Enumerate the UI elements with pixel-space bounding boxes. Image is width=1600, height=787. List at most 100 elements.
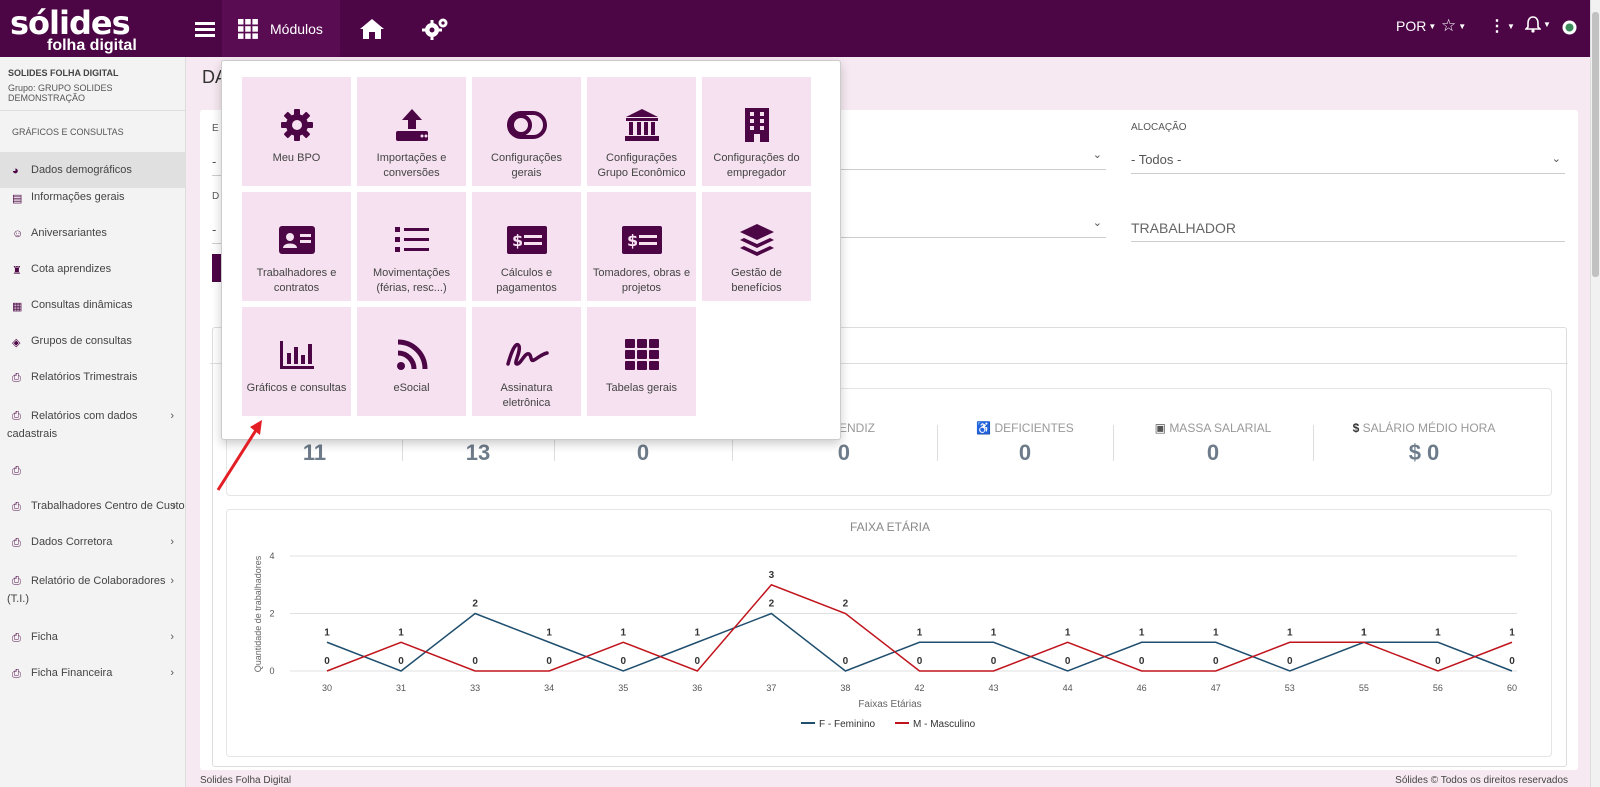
x-tick-label: 44 <box>1063 683 1073 693</box>
stat-card: ▣ MASSA SALARIAL 0 <box>1113 389 1313 497</box>
module-configuracoes-gerais[interactable]: Configurações gerais <box>472 77 581 186</box>
stat-label-text: SALÁRIO MÉDIO HORA <box>1362 421 1496 435</box>
sidebar-item-print[interactable]: ⎙ <box>0 464 186 478</box>
module-tomadores-obras-projetos[interactable]: $ Tomadores, obras e projetos <box>587 192 696 301</box>
sidebar-item-consultas-dinamicas[interactable]: ▦ Consultas dinâmicas <box>0 299 186 313</box>
x-tick-label: 42 <box>914 683 924 693</box>
layers-icon <box>739 224 774 256</box>
module-importacoes[interactable]: Importações e conversões <box>357 77 466 186</box>
sidebar-item-ficha[interactable]: ⎙ Ficha › <box>0 631 186 645</box>
scrollbar-thumb[interactable] <box>1592 12 1599 277</box>
module-movimentacoes[interactable]: Movimentações (férias, resc...) <box>357 192 466 301</box>
money-card-icon: $ <box>621 226 662 254</box>
settings-button[interactable] <box>421 14 451 44</box>
menu-toggle-button[interactable] <box>190 14 220 44</box>
group-name: Grupo: GRUPO SOLIDES DEMONSTRAÇÃO <box>8 83 113 103</box>
sidebar-item-relatorios-trimestrais[interactable]: ⎙ Relatórios Trimestrais <box>0 371 186 385</box>
dollar-icon: $ <box>1352 421 1360 435</box>
stat-value: 11 <box>302 440 327 465</box>
stat-value: 0 <box>1206 440 1220 465</box>
printer-icon: ⎙ <box>12 500 21 513</box>
sidebar-item-dados-corretora[interactable]: ⎙ Dados Corretora › <box>0 536 186 550</box>
logo[interactable]: sólides folha digital <box>10 4 160 54</box>
caret-down-icon: ▼ <box>1458 21 1467 31</box>
stat-label-text: DEFICIENTES <box>994 421 1074 435</box>
modules-button[interactable]: Módulos <box>222 0 340 57</box>
search-button-partial[interactable] <box>212 254 222 282</box>
module-label: Configurações gerais <box>491 152 562 179</box>
sidebar-item-label: Relatórios Trimestrais <box>31 371 138 383</box>
sidebar-item-label: Ficha Financeira <box>31 667 113 679</box>
module-meu-bpo[interactable]: Meu BPO <box>242 77 351 186</box>
data-label: 1 <box>695 627 701 638</box>
chevron-right-icon: › <box>170 667 174 679</box>
module-esocial[interactable]: eSocial <box>357 307 466 416</box>
data-label: 0 <box>1435 656 1441 667</box>
legend-label: M - Masculino <box>913 719 976 730</box>
notifications-button[interactable]: ▼ <box>1525 16 1551 33</box>
middle-select-1[interactable]: ⌄ <box>840 142 1106 170</box>
sidebar-item-label-continued: (T.I.) <box>7 593 29 605</box>
sidebar-item-cota-aprendizes[interactable]: ♜ Cota aprendizes <box>0 263 186 277</box>
money-icon: ▣ <box>1154 421 1166 435</box>
vertical-scrollbar[interactable] <box>1590 0 1600 787</box>
sidebar-item-ficha-financeira[interactable]: ⎙ Ficha Financeira › <box>0 667 186 681</box>
stat-card: 13 <box>402 389 554 497</box>
sidebar-item-trabalhadores-centro-de-custo[interactable]: ⎙ Trabalhadores Centro de Custo › <box>0 500 186 514</box>
filter-label-empresa: E <box>212 123 219 134</box>
stat-card: $ SALÁRIO MÉDIO HORA $ 0 <box>1313 389 1535 497</box>
module-label: Movimentações (férias, resc...) <box>372 267 451 294</box>
data-label: 2 <box>472 599 478 610</box>
sidebar-item-informacoes-gerais[interactable]: ▤ Informações gerais <box>0 191 186 205</box>
empresa-select-partial[interactable]: - <box>212 148 222 176</box>
module-trabalhadores-contratos[interactable]: Trabalhadores e contratos <box>242 192 351 301</box>
data-label: 1 <box>1509 627 1515 638</box>
module-configuracoes-grupo-economico[interactable]: Configurações Grupo Econômico <box>587 77 696 186</box>
stat-divider <box>554 425 555 461</box>
wheelchair-icon: ♿ <box>976 421 992 435</box>
module-assinatura-eletronica[interactable]: Assinatura eletrônica <box>472 307 581 416</box>
results-panel-body <box>210 363 1568 767</box>
chevron-down-icon: ⌄ <box>1092 217 1102 229</box>
sidebar-item-dados-demograficos[interactable]: ◕ Dados demográficos <box>0 152 186 188</box>
sidebar-item-aniversariantes[interactable]: ☺ Aniversariantes <box>0 227 186 241</box>
stat-value: 0 <box>636 440 650 465</box>
sidebar-item-grupos-de-consultas[interactable]: ◈ Grupos de consultas <box>0 335 186 349</box>
module-calculos-pagamentos[interactable]: $ Cálculos e pagamentos <box>472 192 581 301</box>
gears-icon <box>422 18 448 40</box>
data-label: 1 <box>398 627 404 638</box>
module-gestao-beneficios[interactable]: Gestão de benefícios <box>702 192 811 301</box>
user-avatar[interactable] <box>1562 20 1577 35</box>
favorites-button[interactable]: ☆ ▼ <box>1441 16 1466 36</box>
upload-icon <box>395 109 428 141</box>
module-graficos-consultas[interactable]: Gráficos e consultas <box>242 307 351 416</box>
data-label: 1 <box>991 627 997 638</box>
trabalhador-input[interactable]: TRABALHADOR <box>1131 214 1565 242</box>
data-label: 0 <box>917 656 923 667</box>
data-label: 1 <box>1287 627 1293 638</box>
middle-select-2[interactable]: ⌄ <box>840 210 1106 238</box>
home-button[interactable] <box>357 14 387 44</box>
stat-divider <box>732 425 733 461</box>
language-selector[interactable]: POR ▼ <box>1396 18 1436 34</box>
module-label: Gráficos e consultas <box>246 382 347 394</box>
more-options-button[interactable]: ⋮ ▼ <box>1489 16 1515 36</box>
chart-title: FAIXA ETÁRIA <box>850 519 930 534</box>
footer-left: Solides Folha Digital <box>200 775 292 786</box>
chevron-right-icon: › <box>172 500 176 512</box>
departamento-select-partial[interactable]: - <box>212 216 222 244</box>
alocacao-select[interactable]: - Todos - ⌄ <box>1131 146 1565 174</box>
chevron-right-icon: › <box>170 410 174 422</box>
sidebar-item-relatorio-de-colaboradores[interactable]: ⎙ Relatório de Colaboradores (T.I.) › <box>0 572 186 608</box>
data-label: 1 <box>1139 627 1145 638</box>
layers-icon: ◈ <box>12 336 21 349</box>
y-tick-label: 2 <box>269 609 274 619</box>
age-range-chart: FAIXA ETÁRIA 0 2 4 30 31 33 34 35 36 37 38 42 43 44 46 4… <box>226 509 1552 757</box>
module-configuracoes-empregador[interactable]: Configurações do empregador <box>702 77 811 186</box>
x-axis-label: Faixas Etárias <box>858 699 921 710</box>
sidebar-item-relatorios-com-dados[interactable]: ⎙ Relatórios com dados cadastrais › <box>0 407 186 443</box>
trabalhador-placeholder: TRABALHADOR <box>1131 219 1237 236</box>
module-tabelas-gerais[interactable]: Tabelas gerais <box>587 307 696 416</box>
x-tick-label: 55 <box>1359 683 1369 693</box>
